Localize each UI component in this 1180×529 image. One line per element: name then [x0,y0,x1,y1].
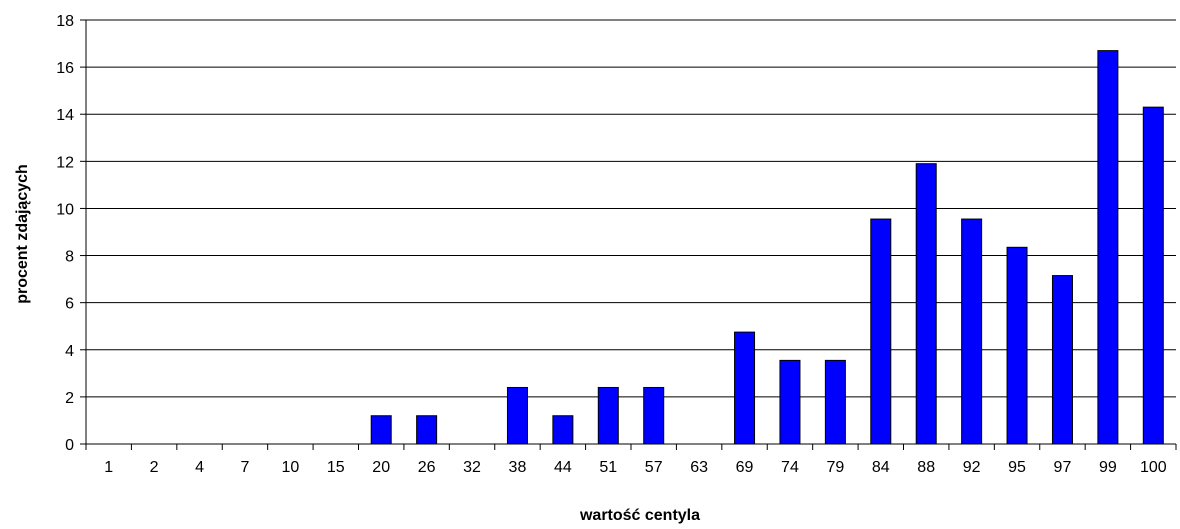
bar-44 [552,415,574,445]
x-tick-label: 2 [150,459,159,476]
x-axis-title: wartość centyla [579,507,700,524]
bar-57 [643,386,665,445]
x-tick-label: 26 [418,459,436,476]
bar-69 [734,331,756,445]
x-tick-label: 74 [781,459,799,476]
bar-20 [370,415,392,445]
x-tick-label: 100 [1140,459,1167,476]
y-tick-label: 4 [65,343,74,360]
x-tick-label: 69 [736,459,754,476]
bar-38 [506,386,528,445]
x-tick-label: 7 [241,459,250,476]
y-tick-label: 2 [65,390,74,407]
bar-74 [779,359,801,445]
x-tick-label: 97 [1054,459,1072,476]
x-tick-label: 99 [1099,459,1117,476]
x-tick-label: 63 [690,459,708,476]
axes [80,19,1177,450]
y-tick-label: 8 [65,249,74,266]
bar-100 [1142,106,1164,445]
x-tick-label: 38 [509,459,527,476]
x-tick-label: 88 [917,459,935,476]
y-tick-label: 0 [65,437,74,454]
y-tick-label: 14 [56,107,74,124]
x-tick-labels: 1 2 4 7 10 15 20 26 32 38 44 51 57 63 69 74 79 84 88 92 95 97… [104,459,1166,476]
y-tick-label: 12 [56,154,74,171]
x-tick-label: 57 [645,459,663,476]
bars [370,50,1164,445]
bar-51 [597,386,619,445]
y-tick-label: 10 [56,201,74,218]
x-tick-label: 84 [872,459,890,476]
bar-97 [1051,275,1073,445]
bar-88 [915,163,937,445]
y-tick-label: 6 [65,296,74,313]
bar-95 [1006,246,1028,445]
x-tick-label: 79 [826,459,844,476]
x-tick-label: 15 [327,459,345,476]
y-tick-label: 16 [56,60,74,77]
y-tick-label: 18 [56,13,74,30]
bar-99 [1097,50,1119,445]
bar-26 [416,415,438,445]
gridlines [86,19,1176,398]
x-tick-label: 4 [195,459,204,476]
x-tick-label: 1 [104,459,113,476]
bar-84 [870,218,892,445]
x-tick-label: 95 [1008,459,1026,476]
x-tick-label: 51 [599,459,617,476]
x-tick-label: 44 [554,459,572,476]
x-tick-label: 20 [372,459,390,476]
bar-79 [824,359,846,445]
y-tick-labels: 0 2 4 6 8 10 12 14 16 18 [56,13,74,454]
x-tick-label: 92 [963,459,981,476]
y-axis-title: procent zdających [14,164,31,304]
bar-92 [961,218,983,445]
x-tick-label: 10 [281,459,299,476]
x-tick-label: 32 [463,459,481,476]
